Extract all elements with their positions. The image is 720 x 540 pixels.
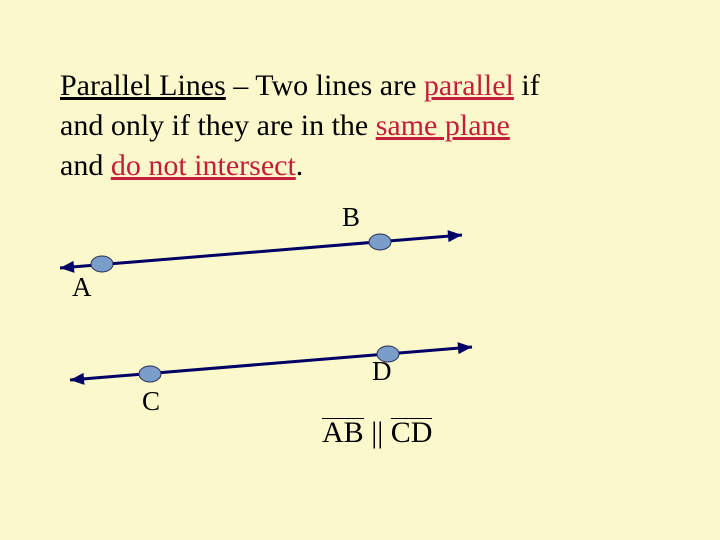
point-label-B: B <box>342 202 360 233</box>
parallel-notation: AB || CD <box>322 416 432 450</box>
point-label-C: C <box>142 386 160 417</box>
point-label-D: D <box>372 356 392 387</box>
parallel-symbol: || <box>364 416 391 449</box>
slide: Parallel Lines – Two lines are parallel … <box>0 0 720 540</box>
segment-CD: CD <box>391 416 433 450</box>
segment-AB: AB <box>322 416 364 450</box>
point-label-A: A <box>72 272 92 303</box>
parallel-lines-diagram <box>0 0 720 540</box>
